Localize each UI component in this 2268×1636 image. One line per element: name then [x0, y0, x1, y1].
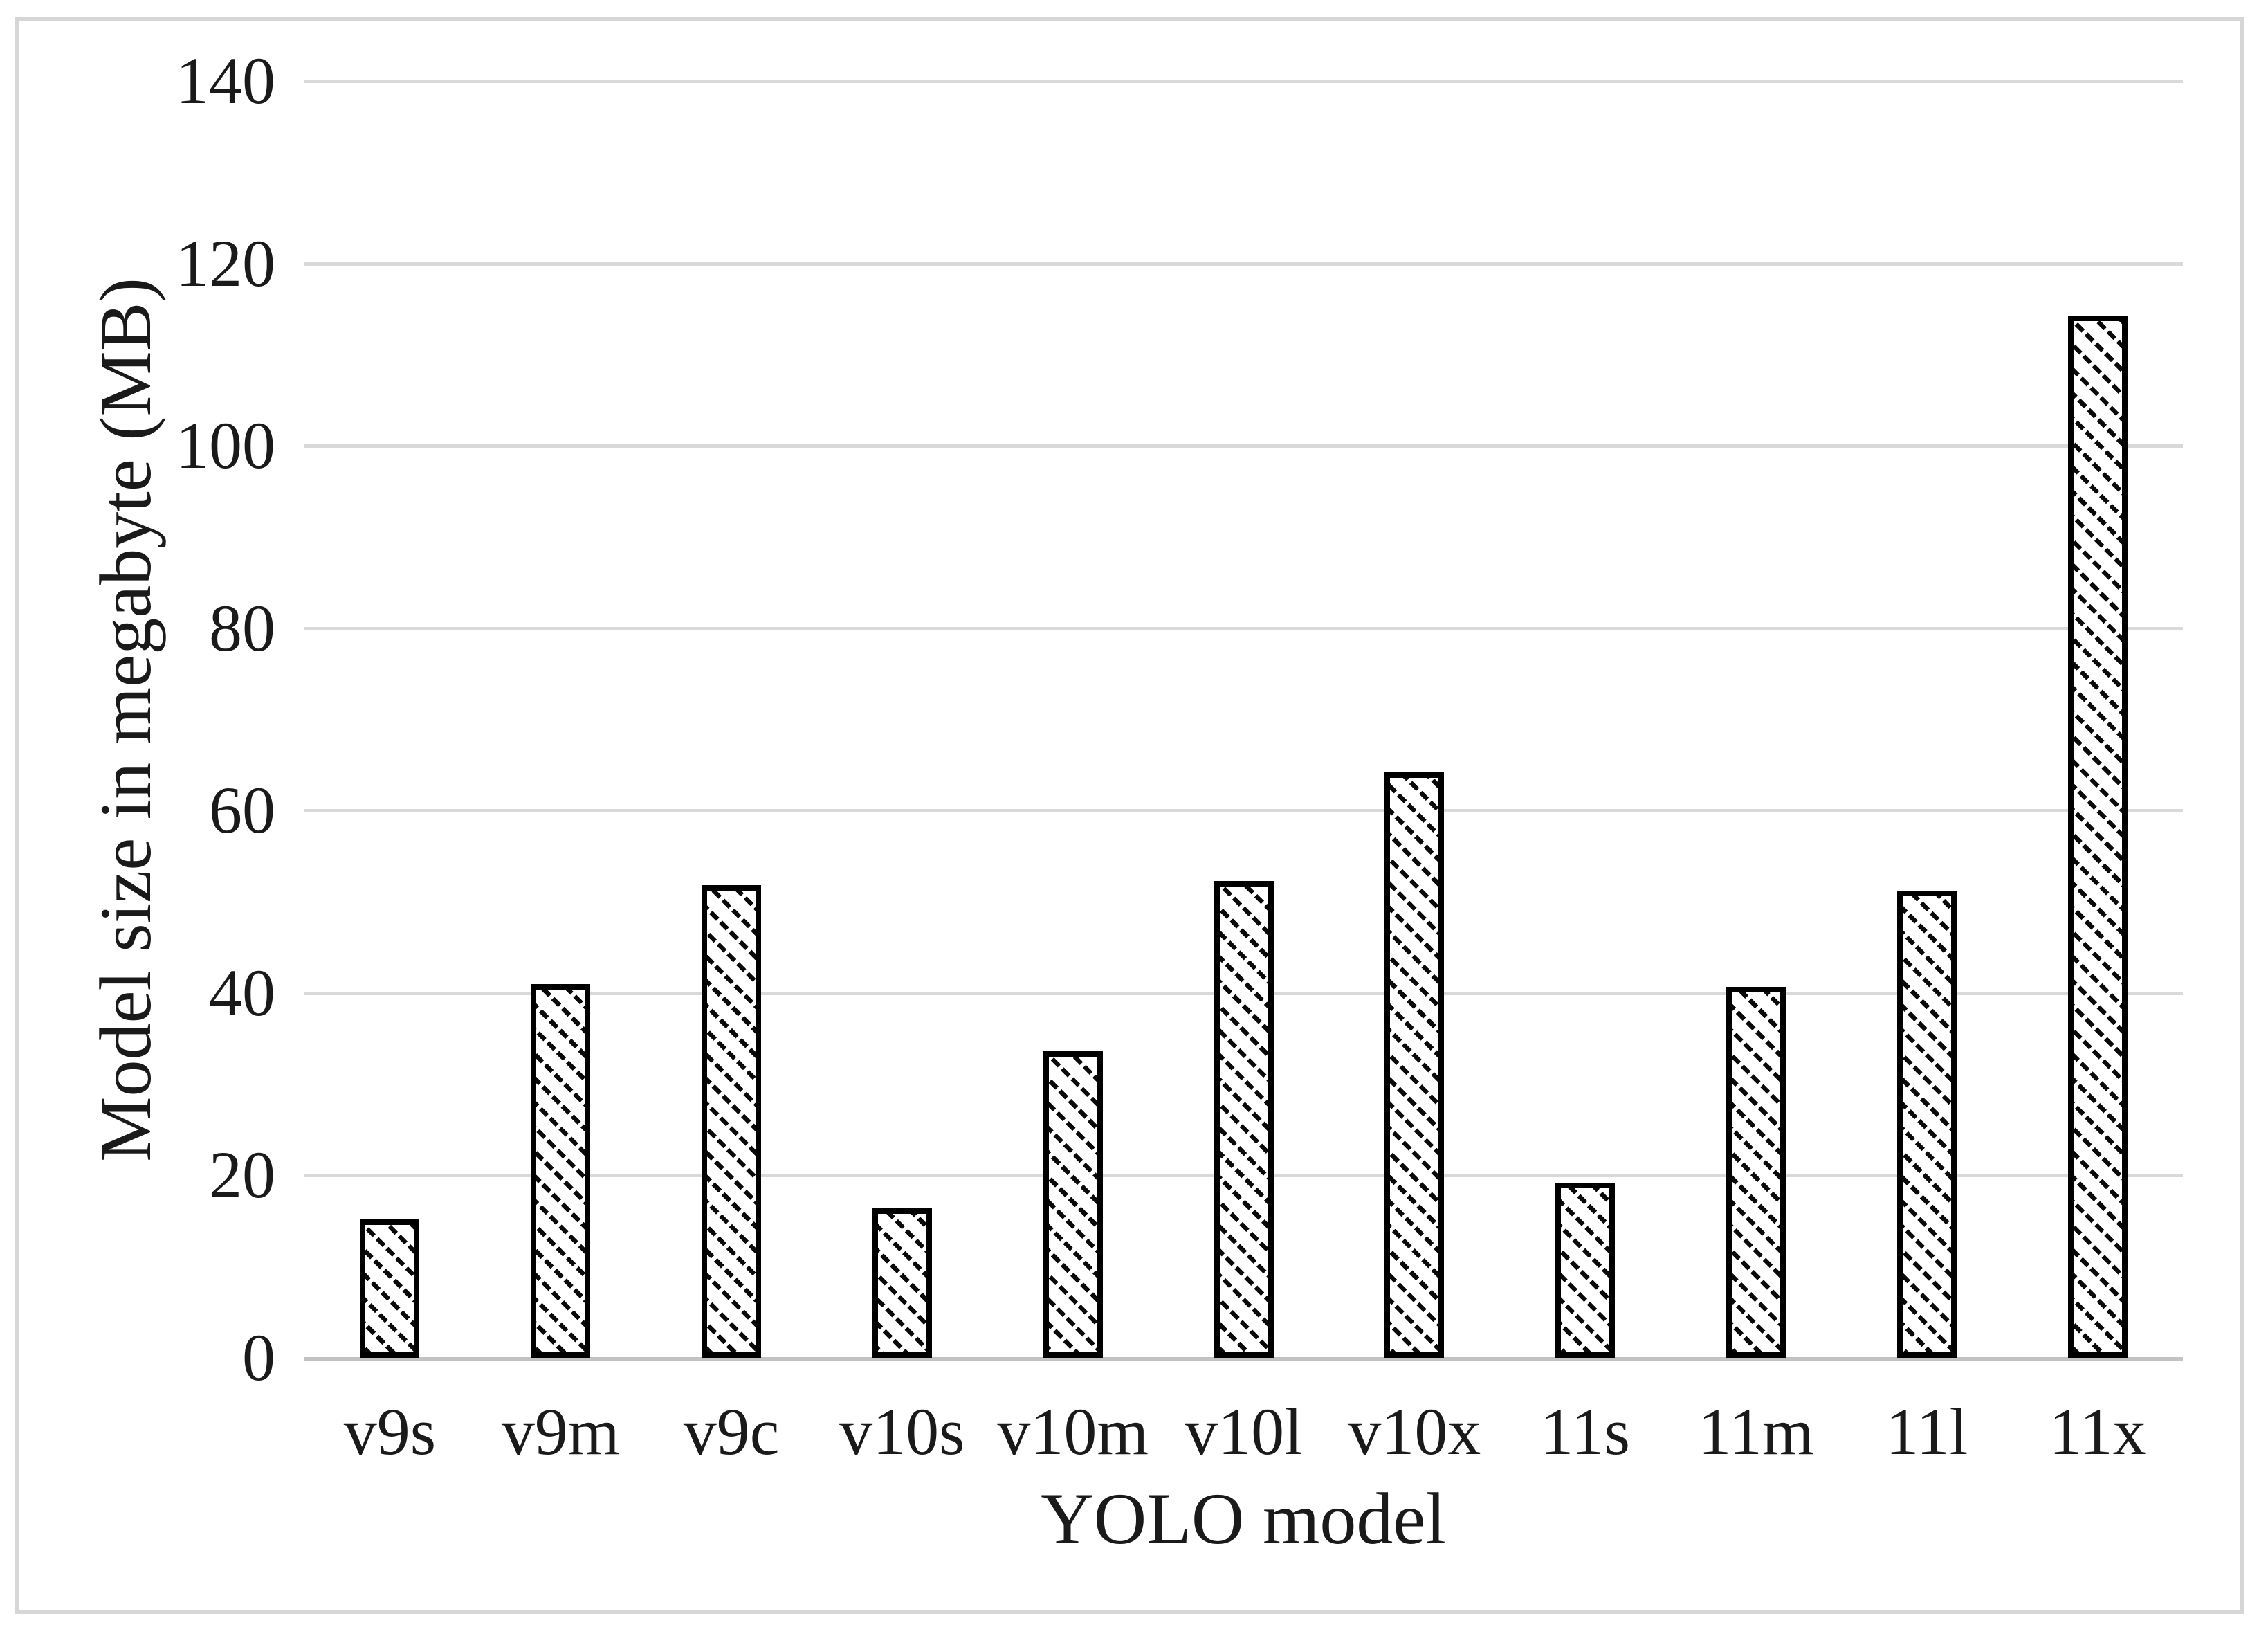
gridline-100	[304, 444, 2183, 448]
gridline-60	[304, 809, 2183, 813]
bar-v10x	[1384, 772, 1445, 1358]
bar-11m	[1726, 986, 1786, 1358]
gridline-120	[304, 262, 2183, 266]
y-tick-label-100: 100	[176, 408, 275, 483]
bar-11x	[2067, 315, 2128, 1358]
bar-11l	[1896, 891, 1957, 1358]
x-category-label-11x: 11x	[2049, 1394, 2146, 1469]
x-category-label-11m: 11m	[1698, 1394, 1814, 1469]
y-axis-title: Model size in megabyte (MB)	[85, 278, 166, 1162]
x-axis-line	[304, 1357, 2183, 1361]
x-category-label-11s: 11s	[1540, 1394, 1631, 1469]
x-category-label-v9m: v9m	[501, 1394, 620, 1469]
x-category-label-v9c: v9c	[683, 1394, 780, 1469]
bar-v9m	[531, 983, 591, 1358]
x-category-label-11l: 11l	[1885, 1394, 1968, 1469]
y-tick-label-80: 80	[209, 590, 275, 665]
y-tick-label-0: 0	[242, 1320, 275, 1394]
gridline-140	[304, 80, 2183, 83]
x-category-label-v10x: v10x	[1348, 1394, 1481, 1469]
bar-v9s	[360, 1219, 420, 1358]
bar-v9c	[702, 885, 762, 1358]
gridline-80	[304, 626, 2183, 630]
bar-v10m	[1043, 1051, 1103, 1358]
bar-11s	[1555, 1182, 1616, 1358]
plot-area	[304, 80, 2183, 1361]
x-category-label-v9s: v9s	[343, 1394, 437, 1469]
x-axis-title: YOLO model	[1041, 1478, 1446, 1559]
x-category-label-v10l: v10l	[1185, 1394, 1303, 1469]
y-tick-label-40: 40	[209, 955, 275, 1030]
y-tick-label-120: 120	[176, 226, 275, 300]
x-category-label-v10s: v10s	[839, 1394, 965, 1469]
x-category-label-v10m: v10m	[997, 1394, 1149, 1469]
y-tick-label-20: 20	[209, 1138, 275, 1212]
y-tick-label-140: 140	[176, 44, 275, 118]
bar-v10s	[872, 1208, 932, 1358]
y-tick-label-60: 60	[209, 773, 275, 848]
bar-v10l	[1214, 880, 1274, 1358]
